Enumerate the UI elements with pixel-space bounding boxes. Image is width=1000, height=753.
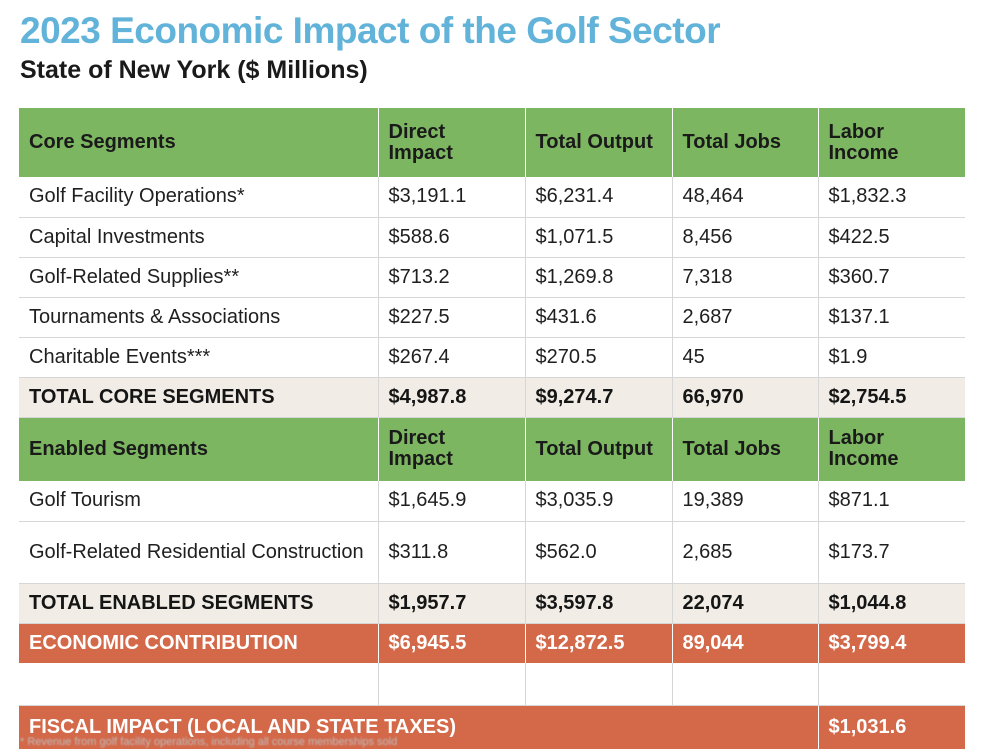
fiscal-impact-row: FISCAL IMPACT (LOCAL AND STATE TAXES) $1… (19, 705, 965, 749)
contribution-label: ECONOMIC CONTRIBUTION (19, 623, 379, 663)
segment-name: Charitable Events*** (19, 337, 379, 378)
total-jobs-value: 66,970 (672, 377, 819, 418)
total-jobs-value: 48,464 (672, 177, 819, 218)
fiscal-impact-value: $1,031.6 (818, 705, 965, 749)
labor-income-value: $1,044.8 (818, 583, 965, 624)
total-label: TOTAL CORE SEGMENTS (19, 377, 379, 418)
core-segments-header: Core Segments (19, 108, 379, 177)
total-output-value: $1,071.5 (525, 217, 673, 258)
total-output-value: $562.0 (525, 521, 673, 584)
direct-impact-value: $588.6 (378, 217, 526, 258)
labor-income-value: $3,799.4 (818, 623, 965, 663)
total-output-value: $1,269.8 (525, 257, 673, 298)
total-output-value: $270.5 (525, 337, 673, 378)
labor-income-value: $1.9 (818, 337, 965, 378)
segment-name: Capital Investments (19, 217, 379, 258)
segment-name: Tournaments & Associations (19, 297, 379, 338)
core-header-row: Core Segments Direct Impact Total Output… (19, 108, 965, 177)
table-row: Golf Tourism $1,645.9 $3,035.9 19,389 $8… (19, 481, 965, 522)
enabled-segments-header: Enabled Segments (19, 417, 379, 481)
total-label: TOTAL ENABLED SEGMENTS (19, 583, 379, 624)
labor-income-value: $137.1 (818, 297, 965, 338)
total-jobs-value: 19,389 (672, 481, 819, 522)
economic-contribution-row: ECONOMIC CONTRIBUTION $6,945.5 $12,872.5… (19, 623, 965, 663)
segment-name: Golf-Related Residential Construction (19, 521, 379, 584)
spacer-cell (525, 663, 673, 706)
segment-name: Golf-Related Supplies** (19, 257, 379, 298)
spacer-cell (818, 663, 965, 706)
labor-income-value: $871.1 (818, 481, 965, 522)
segment-name: Golf Facility Operations* (19, 177, 379, 218)
labor-income-value: $173.7 (818, 521, 965, 584)
total-jobs-value: 45 (672, 337, 819, 378)
total-jobs-value: 8,456 (672, 217, 819, 258)
spacer-cell (19, 663, 379, 706)
footnote: * Revenue from golf facility operations,… (20, 736, 398, 748)
direct-impact-value: $6,945.5 (378, 623, 526, 663)
direct-impact-value: $4,987.8 (378, 377, 526, 418)
total-output-value: $12,872.5 (525, 623, 673, 663)
total-output-value: $9,274.7 (525, 377, 673, 418)
table-row: Tournaments & Associations $227.5 $431.6… (19, 297, 965, 338)
spacer-cell (672, 663, 819, 706)
direct-impact-value: $1,957.7 (378, 583, 526, 624)
total-jobs-value: 2,685 (672, 521, 819, 584)
enabled-total-row: TOTAL ENABLED SEGMENTS $1,957.7 $3,597.8… (19, 583, 965, 624)
total-output-value: $431.6 (525, 297, 673, 338)
table-row: Golf-Related Supplies** $713.2 $1,269.8 … (19, 257, 965, 298)
col-total-jobs-header: Total Jobs (672, 417, 819, 481)
enabled-header-row: Enabled Segments Direct Impact Total Out… (19, 417, 965, 481)
spacer-row (19, 663, 965, 706)
col-total-output-header: Total Output (525, 108, 673, 177)
table-row: Golf-Related Residential Construction $3… (19, 521, 965, 584)
col-total-output-header: Total Output (525, 417, 673, 481)
total-jobs-value: 89,044 (672, 623, 819, 663)
spacer-cell (378, 663, 526, 706)
page-title: 2023 Economic Impact of the Golf Sector (20, 10, 721, 51)
labor-income-value: $360.7 (818, 257, 965, 298)
col-direct-impact-header: Direct Impact (378, 108, 526, 177)
total-output-value: $3,597.8 (525, 583, 673, 624)
total-jobs-value: 22,074 (672, 583, 819, 624)
table-row: Capital Investments $588.6 $1,071.5 8,45… (19, 217, 965, 258)
core-total-row: TOTAL CORE SEGMENTS $4,987.8 $9,274.7 66… (19, 377, 965, 418)
col-total-jobs-header: Total Jobs (672, 108, 819, 177)
impact-table: Core Segments Direct Impact Total Output… (19, 108, 965, 749)
total-output-value: $6,231.4 (525, 177, 673, 218)
direct-impact-value: $1,645.9 (378, 481, 526, 522)
table-row: Golf Facility Operations* $3,191.1 $6,23… (19, 177, 965, 218)
col-labor-income-header: Labor Income (818, 417, 965, 481)
segment-name: Golf Tourism (19, 481, 379, 522)
col-direct-impact-header: Direct Impact (378, 417, 526, 481)
direct-impact-value: $267.4 (378, 337, 526, 378)
page-subtitle: State of New York ($ Millions) (20, 56, 368, 84)
col-labor-income-header: Labor Income (818, 108, 965, 177)
direct-impact-value: $227.5 (378, 297, 526, 338)
total-jobs-value: 7,318 (672, 257, 819, 298)
labor-income-value: $1,832.3 (818, 177, 965, 218)
direct-impact-value: $3,191.1 (378, 177, 526, 218)
direct-impact-value: $311.8 (378, 521, 526, 584)
labor-income-value: $422.5 (818, 217, 965, 258)
table-row: Charitable Events*** $267.4 $270.5 45 $1… (19, 337, 965, 378)
direct-impact-value: $713.2 (378, 257, 526, 298)
fiscal-impact-label: FISCAL IMPACT (LOCAL AND STATE TAXES) (19, 705, 819, 749)
total-output-value: $3,035.9 (525, 481, 673, 522)
total-jobs-value: 2,687 (672, 297, 819, 338)
labor-income-value: $2,754.5 (818, 377, 965, 418)
